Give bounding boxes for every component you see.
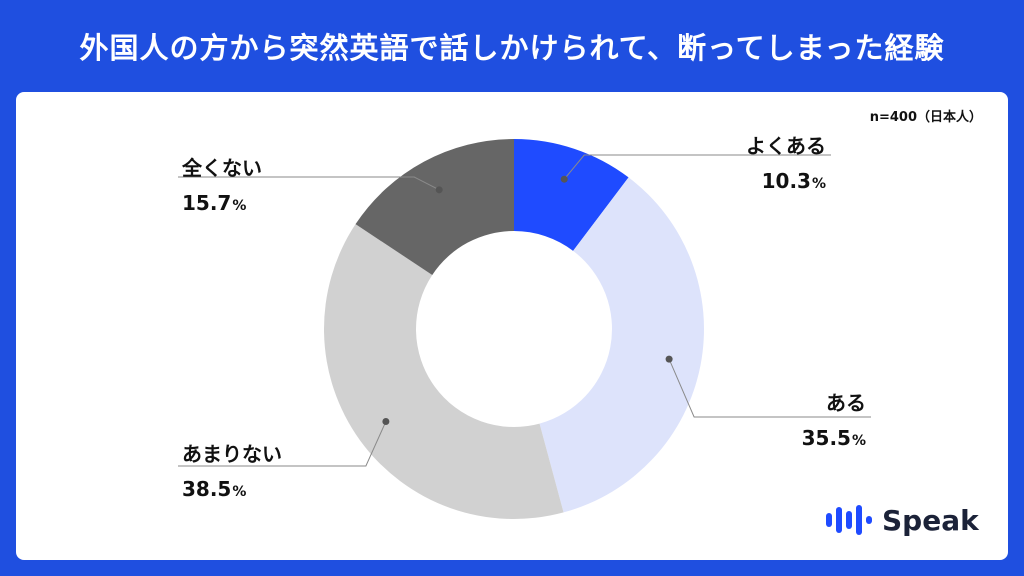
chart-card: n=400（日本人） よくある 10.3% ある 35.5% あまりない 38.… [16,92,1008,560]
label-mattaku-nai-value: 15.7% [182,191,247,215]
leader-line [563,154,831,180]
slice-yoku-aru [514,139,629,251]
leader-dot [665,355,673,363]
label-aru: ある 35.5% [716,387,866,450]
label-yoku-aru: よくある 10.3% [676,130,826,193]
leader-line [178,176,440,191]
leader-line [668,358,871,418]
logo-text: Speak [882,503,979,537]
slice-aru [539,177,705,513]
label-aru-name: ある [826,391,866,415]
label-amari-nai: あまりない 38.5% [182,438,362,501]
label-aru-value: 35.5% [801,426,866,450]
label-mattaku-nai-name: 全くない [182,156,262,180]
slice-mattaku-nai [355,139,514,275]
label-yoku-aru-name: よくある [746,134,826,158]
leader-dot [560,175,568,183]
slice-amari-nai [323,224,564,520]
leader-dot [382,417,390,425]
sound-wave-icon [826,505,872,535]
label-amari-nai-value: 38.5% [182,477,247,501]
speak-logo: Speak [826,502,979,538]
label-amari-nai-name: あまりない [182,442,282,466]
leader-line [178,421,387,467]
sample-size-note: n=400（日本人） [869,110,982,125]
chart-title: 外国人の方から突然英語で話しかけられて、断ってしまった経験 [79,31,945,65]
label-yoku-aru-value: 10.3% [761,169,826,193]
donut-chart [178,139,871,520]
label-mattaku-nai: 全くない 15.7% [182,152,362,215]
leader-dot [435,186,443,194]
